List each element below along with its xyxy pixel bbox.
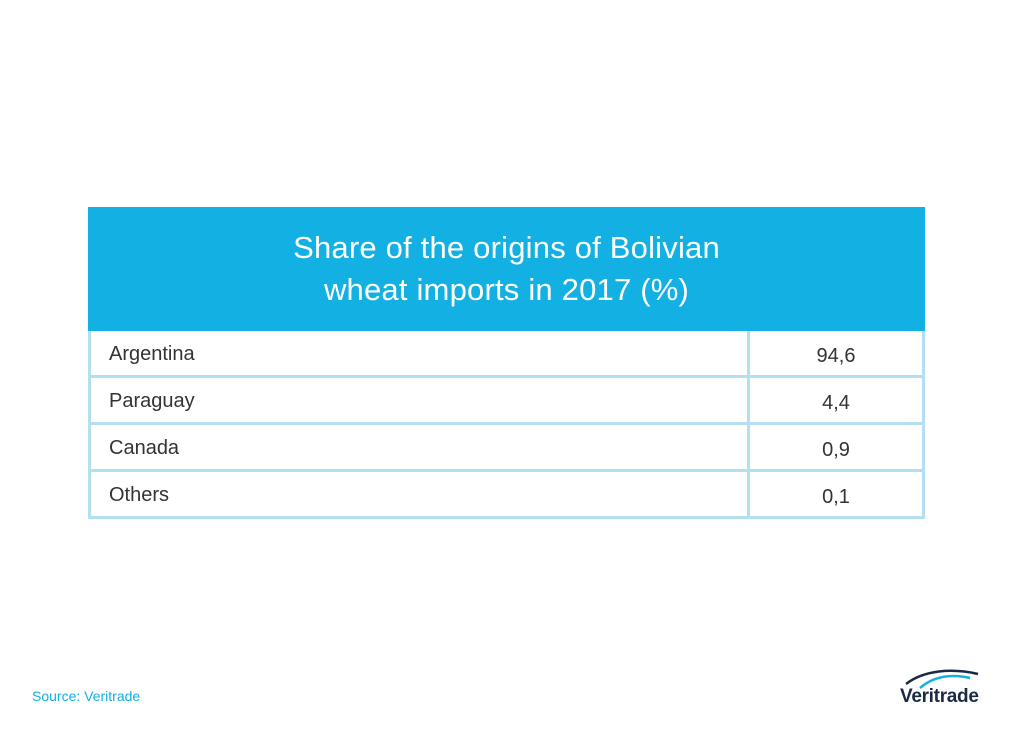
table-title-line-1: Share of the origins of Bolivian <box>293 230 720 265</box>
veritrade-arc-logo-icon <box>905 669 979 689</box>
column-divider <box>747 378 750 425</box>
row-value: 94,6 <box>816 345 856 367</box>
table-row: Paraguay 4,4 <box>88 378 925 425</box>
row-label: Others <box>109 484 170 506</box>
row-label: Argentina <box>109 343 195 365</box>
imports-table: Share of the origins of Bolivian wheat i… <box>88 207 925 519</box>
veritrade-logo: Veritrade <box>900 668 984 712</box>
row-value: 4,4 <box>822 392 850 414</box>
row-label: Canada <box>109 437 180 459</box>
table-row: Others 0,1 <box>88 472 925 519</box>
row-value: 0,1 <box>822 486 850 508</box>
table-row: Argentina 94,6 <box>88 331 925 378</box>
row-label: Paraguay <box>109 390 195 412</box>
table-row: Canada 0,9 <box>88 425 925 472</box>
column-divider <box>747 425 750 472</box>
table-title-line-2: wheat imports in 2017 (%) <box>323 272 690 307</box>
source-note: Source: Veritrade <box>32 688 141 704</box>
column-divider <box>747 331 750 378</box>
column-divider <box>747 472 750 519</box>
logo-wordmark: Veritrade <box>900 686 979 707</box>
table-header: Share of the origins of Bolivian wheat i… <box>88 207 925 331</box>
row-value: 0,9 <box>822 439 850 461</box>
